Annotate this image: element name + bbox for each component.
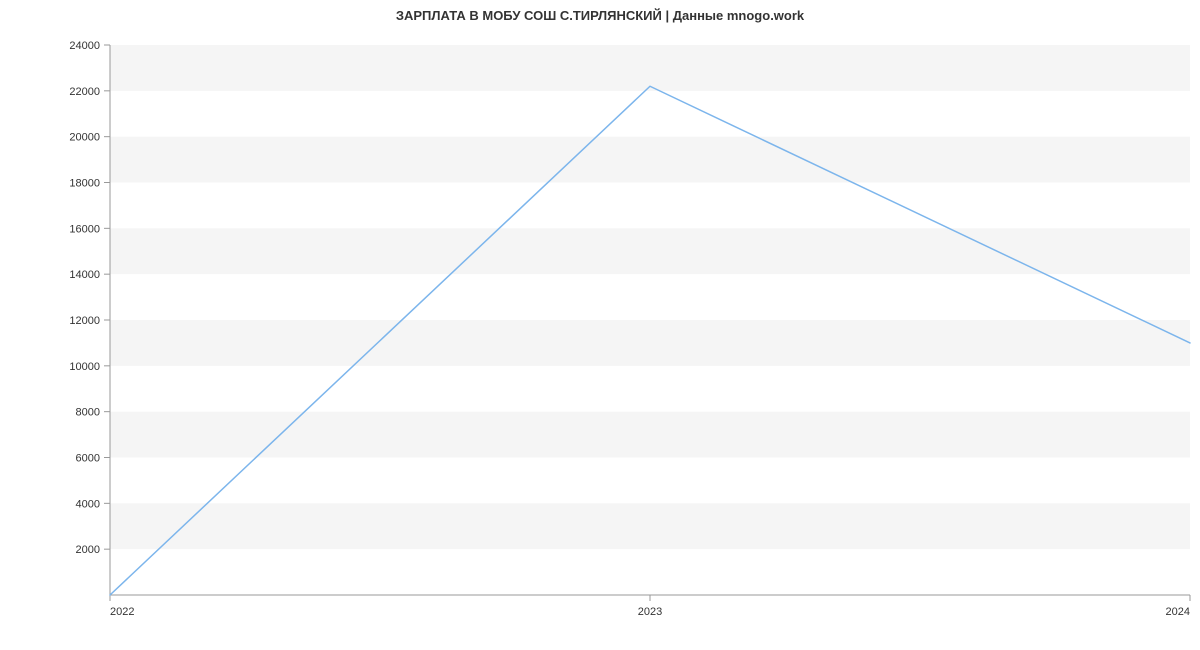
y-tick-label: 4000 (76, 498, 100, 510)
x-tick-label: 2023 (638, 606, 662, 618)
y-tick-label: 10000 (69, 361, 100, 373)
y-tick-label: 24000 (69, 40, 100, 52)
chart-svg: 2000 4000 6000 8000 10000 12000 14000 16000 1800… (0, 0, 1200, 650)
y-tick-label: 6000 (76, 453, 100, 465)
y-tick-label: 14000 (69, 269, 100, 281)
y-tick-label: 20000 (69, 132, 100, 144)
chart-title: ЗАРПЛАТА В МОБУ СОШ С.ТИРЛЯНСКИЙ | Данны… (0, 8, 1200, 23)
x-tick-label: 2024 (1166, 606, 1190, 618)
y-tick-label: 2000 (76, 544, 100, 556)
y-tick-label: 8000 (76, 407, 100, 419)
x-tick-label: 2022 (110, 606, 134, 618)
salary-line-chart: ЗАРПЛАТА В МОБУ СОШ С.ТИРЛЯНСКИЙ | Данны… (0, 0, 1200, 650)
y-tick-label: 18000 (69, 178, 100, 190)
y-tick-label: 22000 (69, 86, 100, 98)
y-tick-label: 12000 (69, 315, 100, 327)
y-tick-label: 16000 (69, 223, 100, 235)
